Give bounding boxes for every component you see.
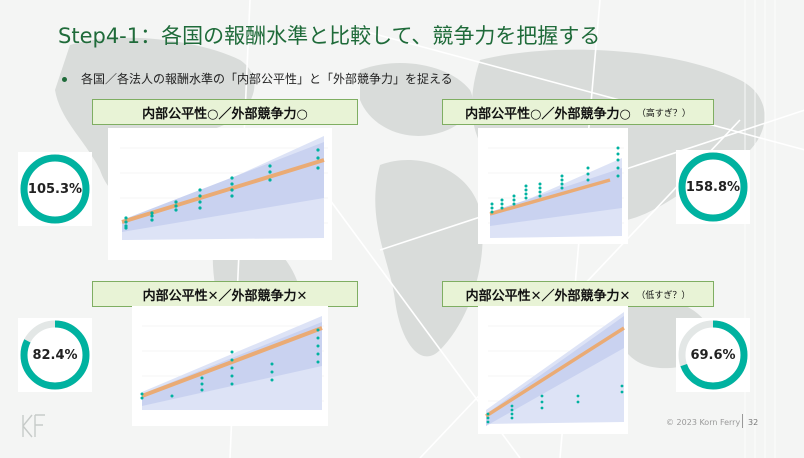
gauge-value: 82.4% — [32, 347, 78, 363]
quadrant-label-bottom-right: 内部公平性✕／外部競争力✕ （低すぎ？） — [442, 281, 714, 307]
copyright-text: © 2023 Korn Ferry — [666, 418, 741, 427]
footer-divider — [742, 414, 743, 428]
scatter-plot-bottom-left — [132, 306, 328, 426]
scatter-plot-top-right — [478, 128, 628, 244]
quadrant-label-top-left: 内部公平性○／外部競争力○ — [92, 99, 358, 125]
page-number: 32 — [748, 418, 759, 427]
gauge-value: 158.8% — [685, 179, 741, 195]
bullet-text: 各国／各法人の報酬水準の「内部公平性」と「外部競争力」を捉える — [62, 70, 453, 87]
quadrant-label-bottom-left: 内部公平性✕／外部競争力✕ — [92, 281, 358, 307]
quadrant-label-top-right: 内部公平性○／外部競争力○ （高すぎ？） — [442, 99, 714, 125]
gauge-bottom-left: 82.4% — [18, 318, 92, 392]
gauge-value: 69.6% — [690, 347, 736, 363]
gauge-top-right: 158.8% — [676, 150, 750, 224]
scatter-plot-top-left — [108, 128, 332, 260]
bullet-dot — [62, 77, 67, 82]
gauge-top-left: 105.3% — [18, 152, 92, 226]
gauge-value: 105.3% — [27, 181, 83, 197]
korn-ferry-logo-icon — [22, 414, 45, 438]
scatter-plot-bottom-right — [478, 306, 628, 434]
gauge-bottom-right: 69.6% — [676, 318, 750, 392]
slide-title: Step4-1：各国の報酬水準と比較して、競争力を把握する — [58, 24, 601, 48]
bullet-label: 各国／各法人の報酬水準の「内部公平性」と「外部競争力」を捉える — [81, 72, 453, 86]
